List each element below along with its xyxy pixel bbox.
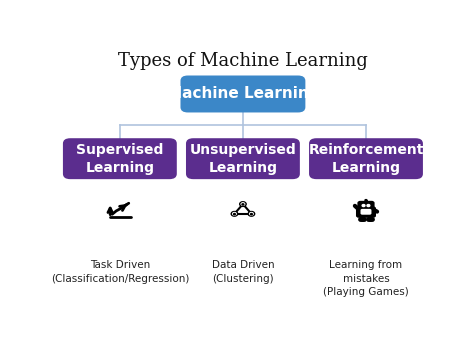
- Circle shape: [240, 202, 246, 206]
- Circle shape: [367, 204, 370, 206]
- Text: Learning from
mistakes
(Playing Games): Learning from mistakes (Playing Games): [323, 260, 409, 297]
- FancyBboxPatch shape: [309, 138, 423, 179]
- Text: Supervised
Learning: Supervised Learning: [76, 143, 164, 175]
- Circle shape: [231, 212, 237, 216]
- FancyBboxPatch shape: [63, 138, 177, 179]
- Circle shape: [248, 212, 255, 216]
- FancyBboxPatch shape: [186, 138, 300, 179]
- Text: Machine Learning: Machine Learning: [167, 86, 319, 102]
- Circle shape: [233, 213, 236, 215]
- Circle shape: [365, 200, 367, 201]
- Circle shape: [362, 204, 365, 206]
- Text: Reinforcement
Learning: Reinforcement Learning: [308, 143, 424, 175]
- Circle shape: [242, 204, 244, 205]
- Text: Data Driven
(Clustering): Data Driven (Clustering): [211, 260, 274, 284]
- Circle shape: [250, 213, 253, 215]
- FancyBboxPatch shape: [181, 75, 305, 113]
- FancyBboxPatch shape: [357, 201, 374, 211]
- Text: Task Driven
(Classification/Regression): Task Driven (Classification/Regression): [51, 260, 189, 284]
- Circle shape: [241, 203, 245, 205]
- Text: Types of Machine Learning: Types of Machine Learning: [118, 52, 368, 70]
- FancyBboxPatch shape: [356, 206, 376, 218]
- Circle shape: [234, 214, 236, 215]
- Circle shape: [250, 214, 252, 215]
- FancyBboxPatch shape: [361, 209, 372, 215]
- Text: Unsupervised
Learning: Unsupervised Learning: [190, 143, 296, 175]
